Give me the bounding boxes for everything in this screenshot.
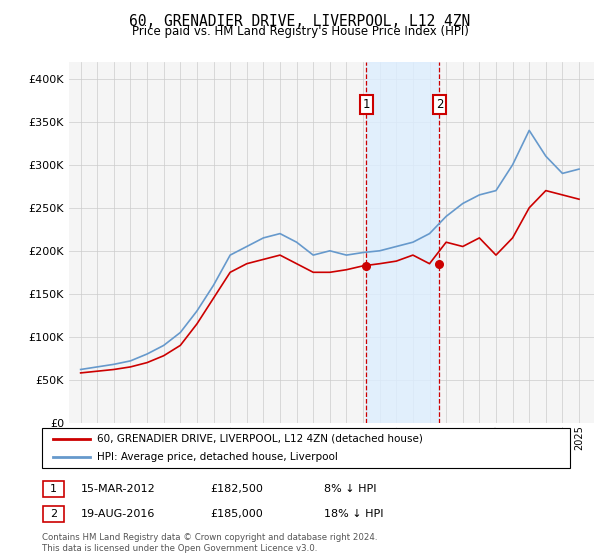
Text: 60, GRENADIER DRIVE, LIVERPOOL, L12 4ZN: 60, GRENADIER DRIVE, LIVERPOOL, L12 4ZN [130,14,470,29]
Bar [367,62,439,423]
Text: Contains HM Land Registry data © Crown copyright and database right 2024.
This d: Contains HM Land Registry data © Crown c… [42,533,377,553]
Text: Price paid vs. HM Land Registry's House Price Index (HPI): Price paid vs. HM Land Registry's House … [131,25,469,38]
Text: 2: 2 [50,509,57,519]
Text: £185,000: £185,000 [210,509,263,519]
FancyBboxPatch shape [42,428,570,468]
FancyBboxPatch shape [43,506,64,522]
Text: 8% ↓ HPI: 8% ↓ HPI [324,484,377,494]
Text: 15-MAR-2012: 15-MAR-2012 [81,484,156,494]
Text: 18% ↓ HPI: 18% ↓ HPI [324,509,383,519]
Text: HPI: Average price, detached house, Liverpool: HPI: Average price, detached house, Live… [97,452,338,462]
Text: 19-AUG-2016: 19-AUG-2016 [81,509,155,519]
Text: 2: 2 [436,99,443,111]
Text: 1: 1 [50,484,57,494]
FancyBboxPatch shape [43,480,64,497]
Text: £182,500: £182,500 [210,484,263,494]
Text: 1: 1 [362,99,370,111]
Text: 60, GRENADIER DRIVE, LIVERPOOL, L12 4ZN (detached house): 60, GRENADIER DRIVE, LIVERPOOL, L12 4ZN … [97,434,424,444]
